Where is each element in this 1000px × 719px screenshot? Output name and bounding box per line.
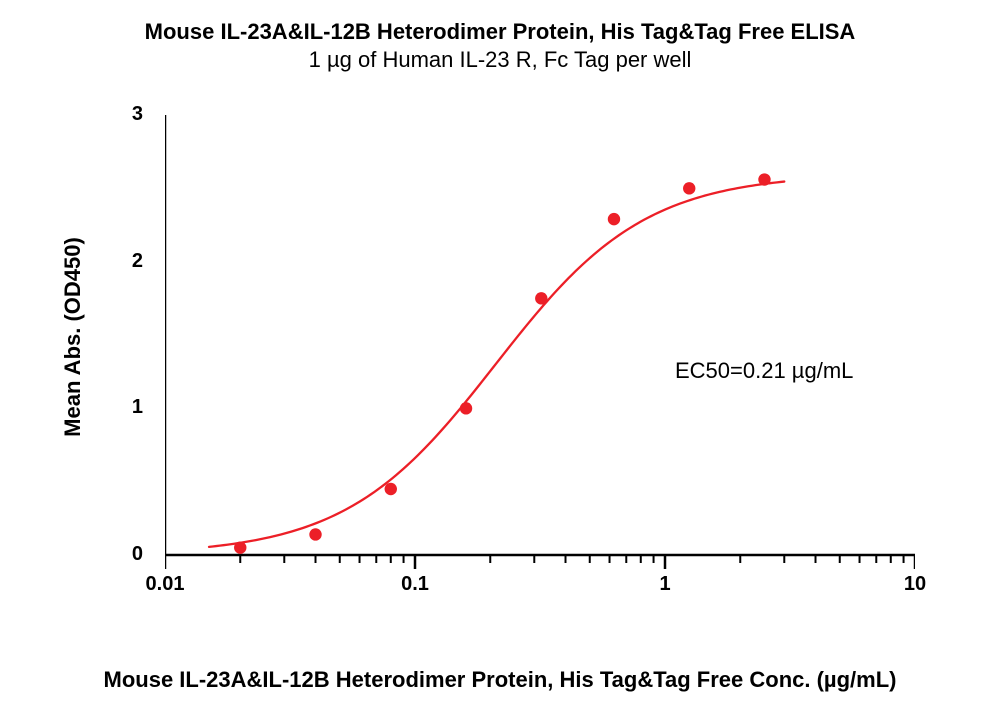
title-sub: 1 µg of Human IL-23 R, Fc Tag per well: [0, 46, 1000, 74]
y-tick-label: 3: [132, 103, 143, 126]
y-tick-label: 2: [132, 250, 143, 273]
x-tick-label: 0.1: [401, 573, 429, 596]
y-tick-label: 1: [132, 396, 143, 419]
title-block: Mouse IL-23A&IL-12B Heterodimer Protein,…: [0, 18, 1000, 73]
ec50-annotation: EC50=0.21 µg/mL: [675, 358, 853, 384]
figure-container: Mouse IL-23A&IL-12B Heterodimer Protein,…: [0, 0, 1000, 719]
y-tick-label: 0: [132, 543, 143, 566]
x-tick-label: 1: [659, 573, 670, 596]
x-axis-label: Mouse IL-23A&IL-12B Heterodimer Protein,…: [0, 667, 1000, 693]
x-tick-label: 0.01: [146, 573, 185, 596]
y-axis-label: Mean Abs. (OD450): [60, 237, 86, 437]
chart-svg: [165, 105, 915, 595]
plot-area: EC50=0.21 µg/mL: [165, 105, 915, 595]
title-main: Mouse IL-23A&IL-12B Heterodimer Protein,…: [0, 18, 1000, 46]
x-tick-label: 10: [904, 573, 926, 596]
